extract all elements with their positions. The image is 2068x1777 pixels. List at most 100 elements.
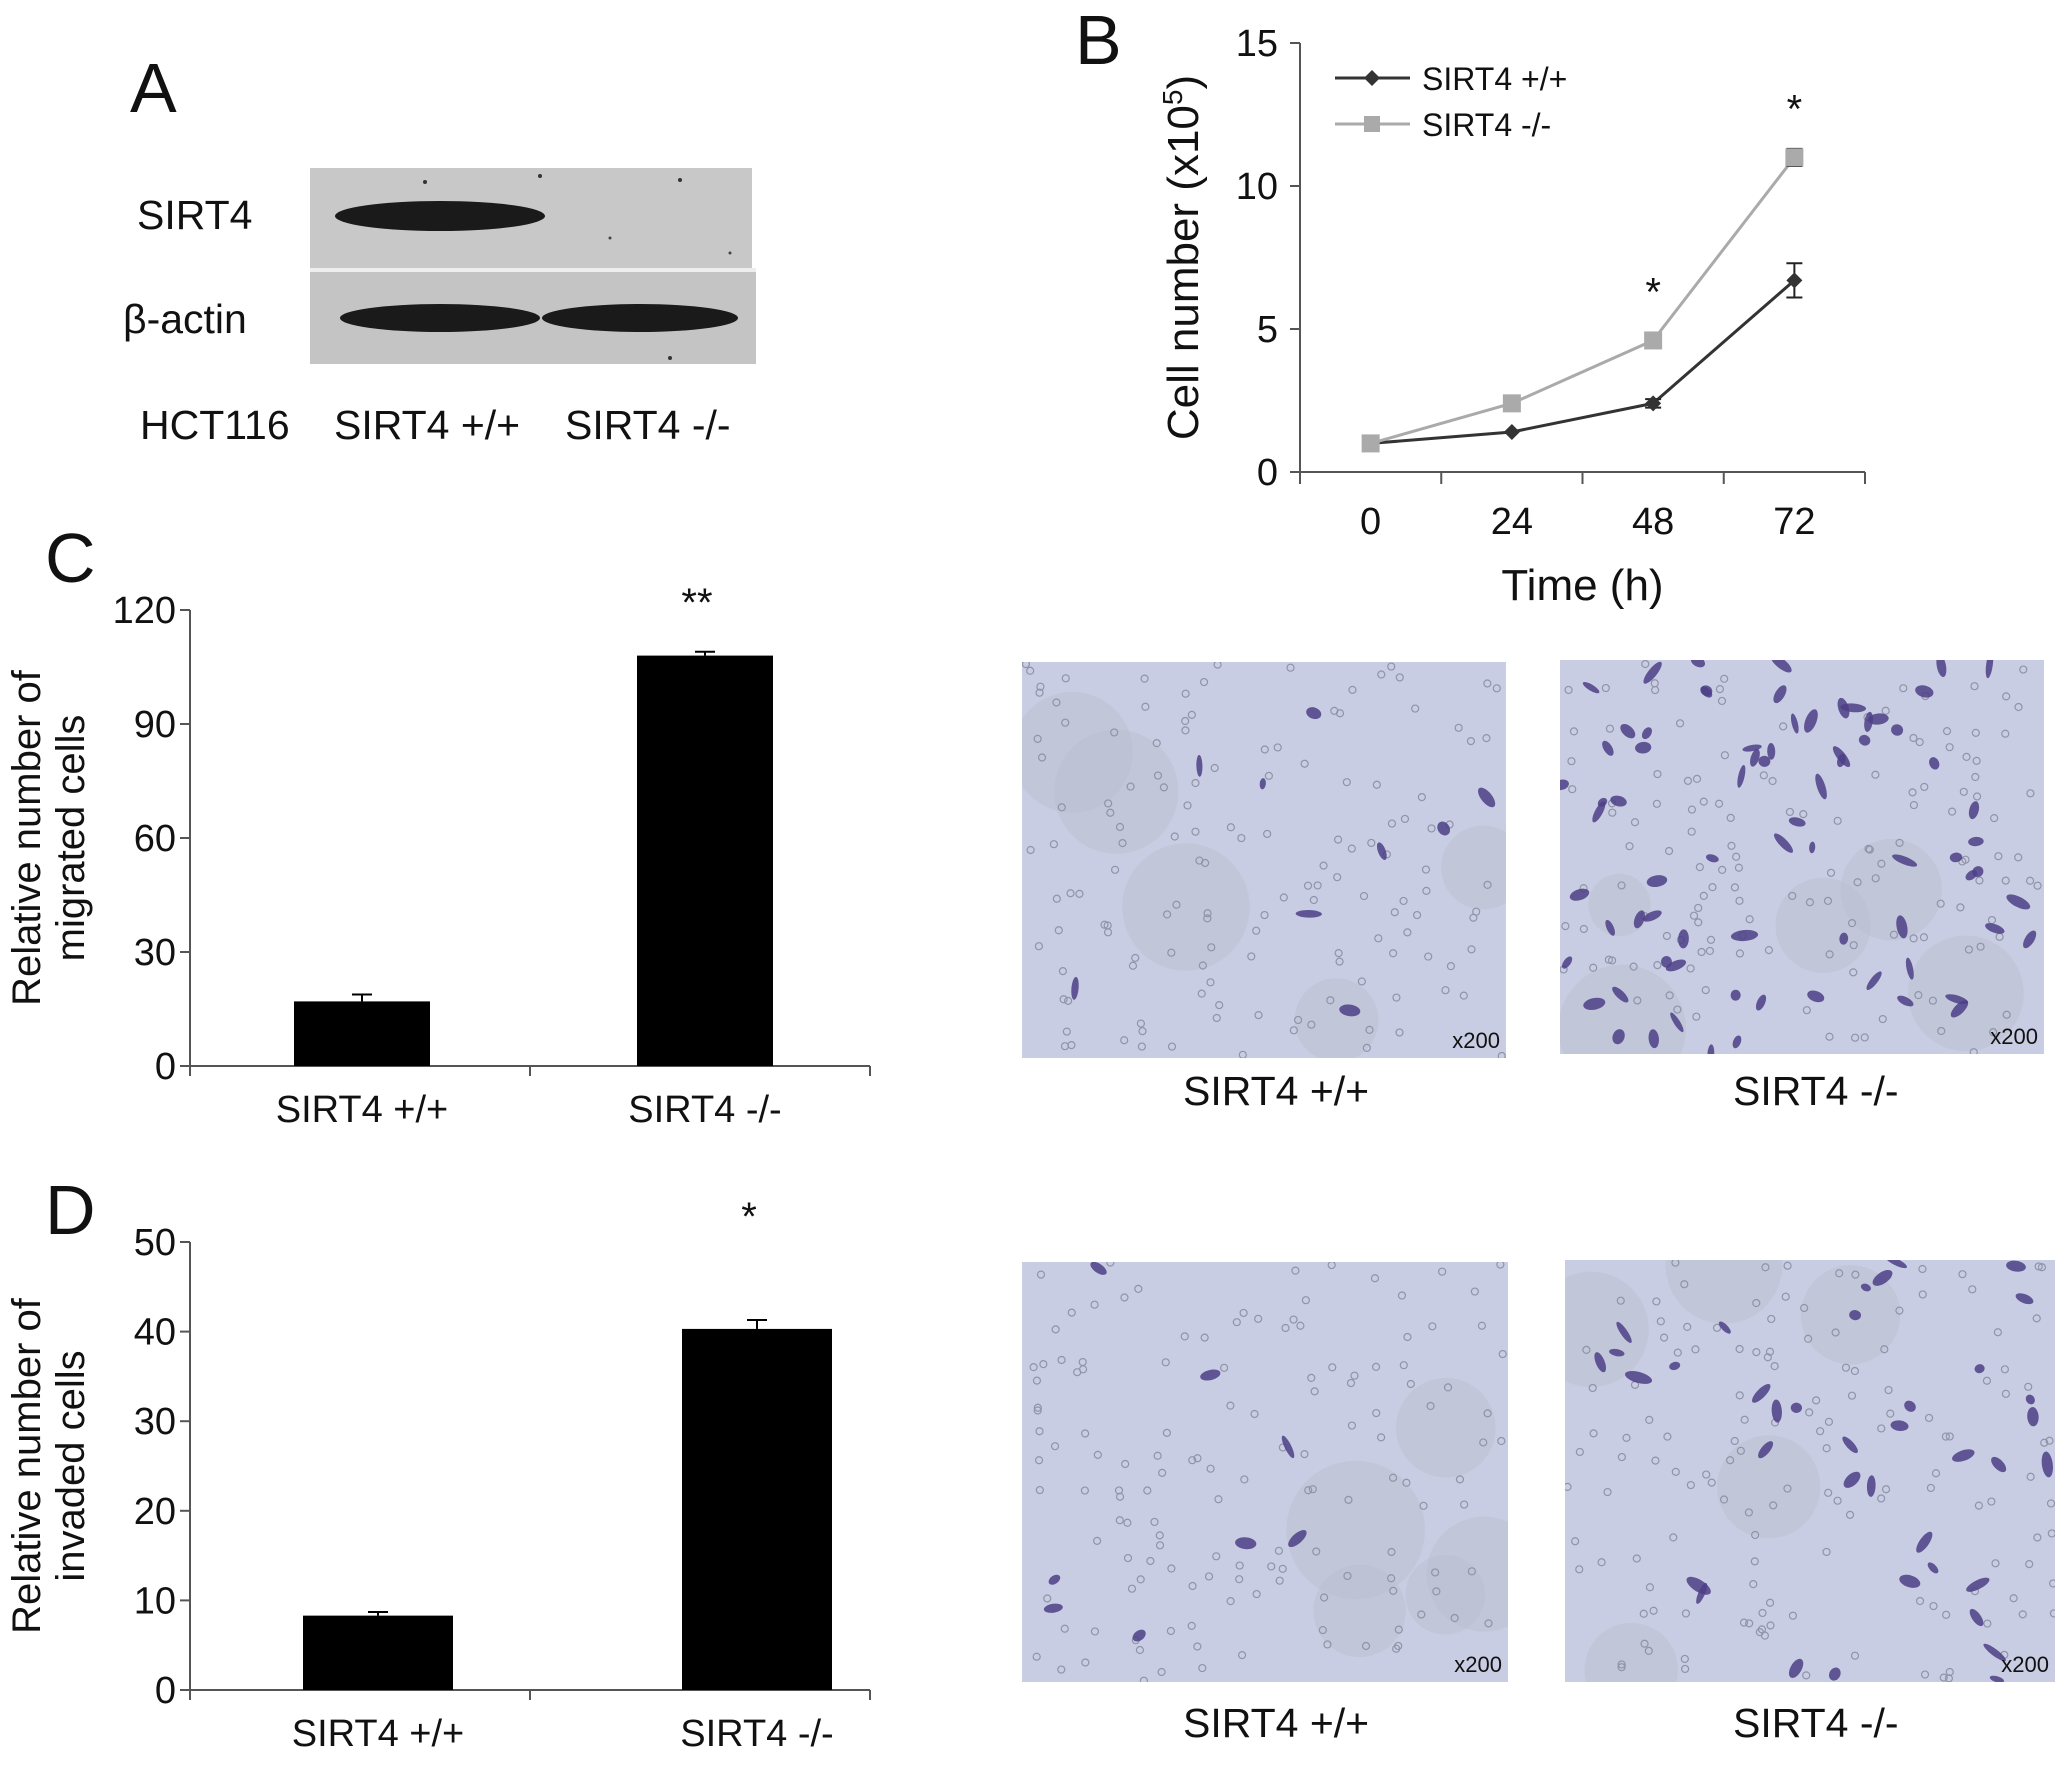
stained-cell: [1625, 1370, 1653, 1384]
stained-cell: [2023, 930, 2037, 949]
stained-cell: [1770, 660, 1792, 673]
micrograph-texture: [1565, 1260, 2055, 1682]
magnification-label: x200: [1990, 1024, 2038, 1049]
axes: 0 5 10 15 0 24 48 72 Time (h) Cell number (x105): [1157, 23, 1866, 610]
migration-bar-chart: 0 30 60 90 120 Relative number ofmigrated cel…: [5, 581, 871, 1130]
blot-lane-label-ko: SIRT4 -/-: [565, 402, 731, 448]
stained-cell: [1985, 923, 2005, 934]
bar: [303, 1615, 453, 1690]
data-point: [1503, 423, 1520, 440]
stained-cell: [1899, 1574, 1921, 1588]
stained-cell: [1985, 660, 1994, 679]
micrograph-label-migration-wt: SIRT4 +/+: [1183, 1068, 1370, 1114]
stained-cell: [1832, 746, 1851, 768]
stained-cell: [1872, 1269, 1893, 1286]
y-tick-label: 30: [134, 1401, 176, 1443]
stained-cell: [1648, 1029, 1659, 1049]
micrograph-image: [1022, 662, 1506, 1058]
x-tick-label: SIRT4 -/-: [628, 1089, 781, 1130]
x-axis-label: Time (h): [1501, 561, 1663, 610]
stained-cell: [1864, 711, 1873, 732]
stained-cell: [1582, 681, 1600, 694]
stained-cell: [1867, 713, 1889, 725]
stained-cell: [1090, 1262, 1107, 1275]
stained-cell: [1897, 995, 1914, 1007]
stained-cell: [1815, 773, 1827, 800]
data-point: [1361, 434, 1380, 453]
stained-cell: [1730, 929, 1759, 942]
stained-cell: [1592, 801, 1606, 823]
y-tick-label: 30: [134, 932, 176, 974]
stained-cell: [1750, 748, 1760, 767]
stained-cell: [1952, 1449, 1975, 1462]
stained-cell: [1968, 801, 1980, 820]
stained-cell: [1950, 1000, 1969, 1018]
legend-label: SIRT4 -/-: [1422, 107, 1551, 143]
stained-cell: [1048, 1574, 1061, 1585]
stained-cell: [1916, 1531, 1933, 1553]
micrograph-label-migration-ko: SIRT4 -/-: [1733, 1068, 1899, 1114]
stained-cell: [1339, 1004, 1361, 1017]
series-1: [1362, 262, 1803, 452]
y-tick-label: 10: [134, 1580, 176, 1622]
data-point: [1786, 272, 1803, 289]
stained-cell: [1843, 1471, 1861, 1488]
stained-cell: [1896, 915, 1908, 939]
stained-cell: [1807, 990, 1825, 1003]
blot-cell-line: HCT116: [140, 402, 290, 448]
stained-cell: [1610, 795, 1627, 807]
stained-cell: [1696, 1582, 1708, 1604]
stained-cell: [1620, 724, 1636, 739]
stained-cell: [1669, 1361, 1681, 1371]
stained-cell: [1612, 1029, 1625, 1045]
stained-cell: [1790, 1402, 1803, 1413]
magnification-label: x200: [1454, 1652, 1502, 1677]
stained-cell: [1602, 740, 1614, 756]
micrograph-invasion-wt: x200: [1022, 1262, 1508, 1682]
stained-cell: [1839, 932, 1849, 945]
blot-row-label-sirt4: SIRT4: [137, 192, 253, 238]
x-tick-label: 0: [1360, 501, 1381, 543]
stained-cell: [1259, 778, 1266, 790]
y-tick-label: 0: [155, 1046, 176, 1088]
stained-cell: [1281, 1435, 1295, 1459]
stained-cell: [1306, 707, 1322, 720]
stained-cell: [1755, 994, 1767, 1011]
stained-cell: [1858, 734, 1871, 746]
stained-cell: [1605, 919, 1615, 936]
magnification-label: x200: [1452, 1028, 1500, 1053]
stained-cell: [1288, 1529, 1307, 1548]
stained-cell: [1767, 742, 1776, 760]
stained-cell: [1635, 741, 1652, 754]
y-tick-label: 5: [1257, 309, 1278, 351]
stained-cell: [1718, 1321, 1731, 1334]
stained-cell: [1742, 744, 1762, 752]
stained-cell: [1477, 787, 1496, 808]
stained-cell: [1376, 842, 1387, 860]
stained-cell: [1295, 910, 1322, 918]
significance-marker: **: [681, 581, 712, 625]
axes: 0 10 20 30 40 50 Relative number ofinvaded cel…: [5, 1222, 871, 1712]
stained-cell: [1929, 757, 1940, 770]
band-sirt4-wt: [335, 201, 545, 231]
growth-curve-chart: 0 5 10 15 0 24 48 72 Time (h) Cell number (x105) *…: [1157, 23, 1866, 610]
stained-cell: [2006, 894, 2031, 910]
stained-cell: [1983, 1643, 2006, 1662]
stained-cell: [1774, 833, 1794, 853]
band-actin-wt: [340, 304, 540, 332]
stained-cell: [1752, 1383, 1771, 1403]
micrograph-image: [1029, 1262, 1508, 1682]
stained-cell: [1968, 836, 1984, 847]
y-tick-label: 10: [1236, 166, 1278, 208]
stained-cell: [1972, 866, 1984, 878]
stained-cell: [1700, 686, 1713, 698]
stained-cell: [1773, 685, 1787, 704]
micrograph-texture: [1560, 660, 2042, 1054]
y-tick-label: 50: [134, 1222, 176, 1264]
stained-cell: [1936, 660, 1947, 678]
stained-cell: [1927, 1562, 1939, 1574]
stained-cell: [1641, 727, 1652, 740]
stained-cell: [1966, 1577, 1990, 1592]
bar: [294, 1001, 430, 1066]
stained-cell: [1989, 1675, 2004, 1682]
